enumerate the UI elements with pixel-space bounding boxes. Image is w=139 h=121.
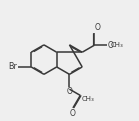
Text: O: O (107, 41, 113, 50)
Text: CH₃: CH₃ (82, 96, 94, 102)
Text: O: O (66, 87, 72, 96)
Text: CH₃: CH₃ (111, 42, 124, 48)
Text: Br: Br (8, 62, 17, 72)
Text: O: O (95, 23, 100, 32)
Text: O: O (70, 109, 76, 118)
